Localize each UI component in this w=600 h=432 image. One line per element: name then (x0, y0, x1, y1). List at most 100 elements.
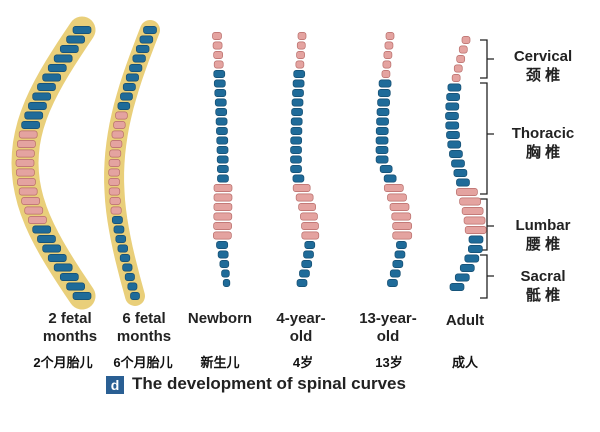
vertebra (111, 130, 124, 139)
vertebra (213, 193, 233, 202)
vertebra (216, 127, 228, 135)
vertebra (292, 174, 305, 183)
vertebra (127, 282, 138, 291)
vertebra (28, 102, 47, 110)
vertebra (384, 41, 394, 50)
vertebra (447, 140, 462, 149)
vertebra (214, 89, 227, 97)
vertebra (109, 197, 121, 205)
vertebra (215, 108, 228, 116)
vertebra (214, 98, 227, 107)
vertebra (290, 165, 302, 173)
vertebra (213, 212, 233, 221)
stage-label-zh: 2个月胎儿 (33, 355, 93, 370)
vertebra (464, 254, 480, 263)
vertebra (377, 98, 390, 107)
vertebra (119, 254, 131, 262)
vertebra (290, 117, 303, 126)
vertebra (387, 193, 407, 202)
vertebra (124, 273, 135, 281)
vertebra (108, 178, 120, 186)
vertebra (296, 279, 308, 287)
vertebra (381, 70, 391, 78)
vertebra (24, 111, 44, 120)
vertebra (301, 231, 320, 240)
vertebra (290, 136, 303, 145)
vertebra (125, 73, 139, 82)
vertebra (47, 254, 67, 262)
vertebra (297, 32, 307, 40)
vertebra (298, 203, 316, 211)
vertebra (453, 64, 463, 73)
vertebra (213, 51, 224, 59)
vertebra (383, 184, 404, 192)
vertebra (115, 111, 128, 120)
vertebra (16, 149, 35, 158)
vertebra (217, 165, 229, 173)
vertebra (468, 235, 484, 244)
vertebra (72, 292, 92, 300)
vertebra (446, 93, 460, 101)
stage-label: 13-year-old (359, 310, 417, 345)
vertebra (375, 146, 389, 154)
caption-letter: d (106, 375, 124, 394)
vertebra (32, 92, 52, 101)
vertebra (221, 269, 230, 278)
vertebra (17, 178, 36, 186)
vertebra (291, 98, 304, 107)
vertebra (459, 197, 481, 206)
vertebra (213, 231, 232, 240)
vertebra (215, 117, 228, 126)
vertebra (295, 193, 314, 202)
region-label-zh: 颈 椎 (525, 67, 561, 84)
region-label: Sacral (520, 268, 566, 285)
vertebra (24, 206, 44, 215)
vertebra (290, 155, 302, 164)
vertebra (396, 241, 407, 249)
spine (104, 20, 160, 306)
vertebra (458, 45, 468, 54)
vertebra (464, 226, 487, 234)
vertebra (383, 51, 393, 59)
stage-label-zh: 13岁 (375, 355, 403, 370)
vertebra (387, 279, 398, 287)
stage-label: 2 fetal months (42, 310, 98, 345)
vertebra (463, 216, 486, 225)
spine (212, 32, 233, 287)
caption-text: The development of spinal curves (132, 374, 406, 393)
spine (445, 36, 487, 291)
vertebra (37, 235, 56, 243)
vertebra (117, 102, 131, 110)
vertebra (449, 283, 465, 291)
vertebra (16, 168, 35, 177)
vertebra (135, 45, 150, 53)
vertebra (222, 279, 231, 287)
vertebra (212, 41, 223, 50)
region-label: Cervical (513, 48, 573, 65)
vertebra (385, 32, 395, 40)
vertebra (113, 225, 125, 234)
spine (11, 16, 96, 310)
vertebra (21, 197, 40, 205)
vertebra (451, 74, 461, 82)
vertebra (293, 70, 306, 78)
vertebra (375, 155, 389, 164)
vertebra (66, 282, 85, 291)
vertebra (446, 131, 460, 139)
region-label-zh: 骶 椎 (525, 287, 561, 304)
vertebra (389, 269, 401, 278)
vertebra (139, 35, 154, 44)
stage-label-zh: 4岁 (292, 355, 314, 370)
vertebra (53, 263, 73, 272)
stage-label-zh: 6个月胎儿 (113, 355, 173, 370)
vertebra (392, 260, 404, 268)
vertebra (451, 159, 465, 168)
vertebra (389, 203, 410, 211)
vertebra (292, 79, 305, 88)
vertebra (122, 263, 133, 272)
vertebra (216, 146, 229, 154)
region: Lumbar 腰 椎 (498, 216, 588, 254)
vertebra (375, 136, 389, 145)
vertebra (53, 54, 73, 63)
